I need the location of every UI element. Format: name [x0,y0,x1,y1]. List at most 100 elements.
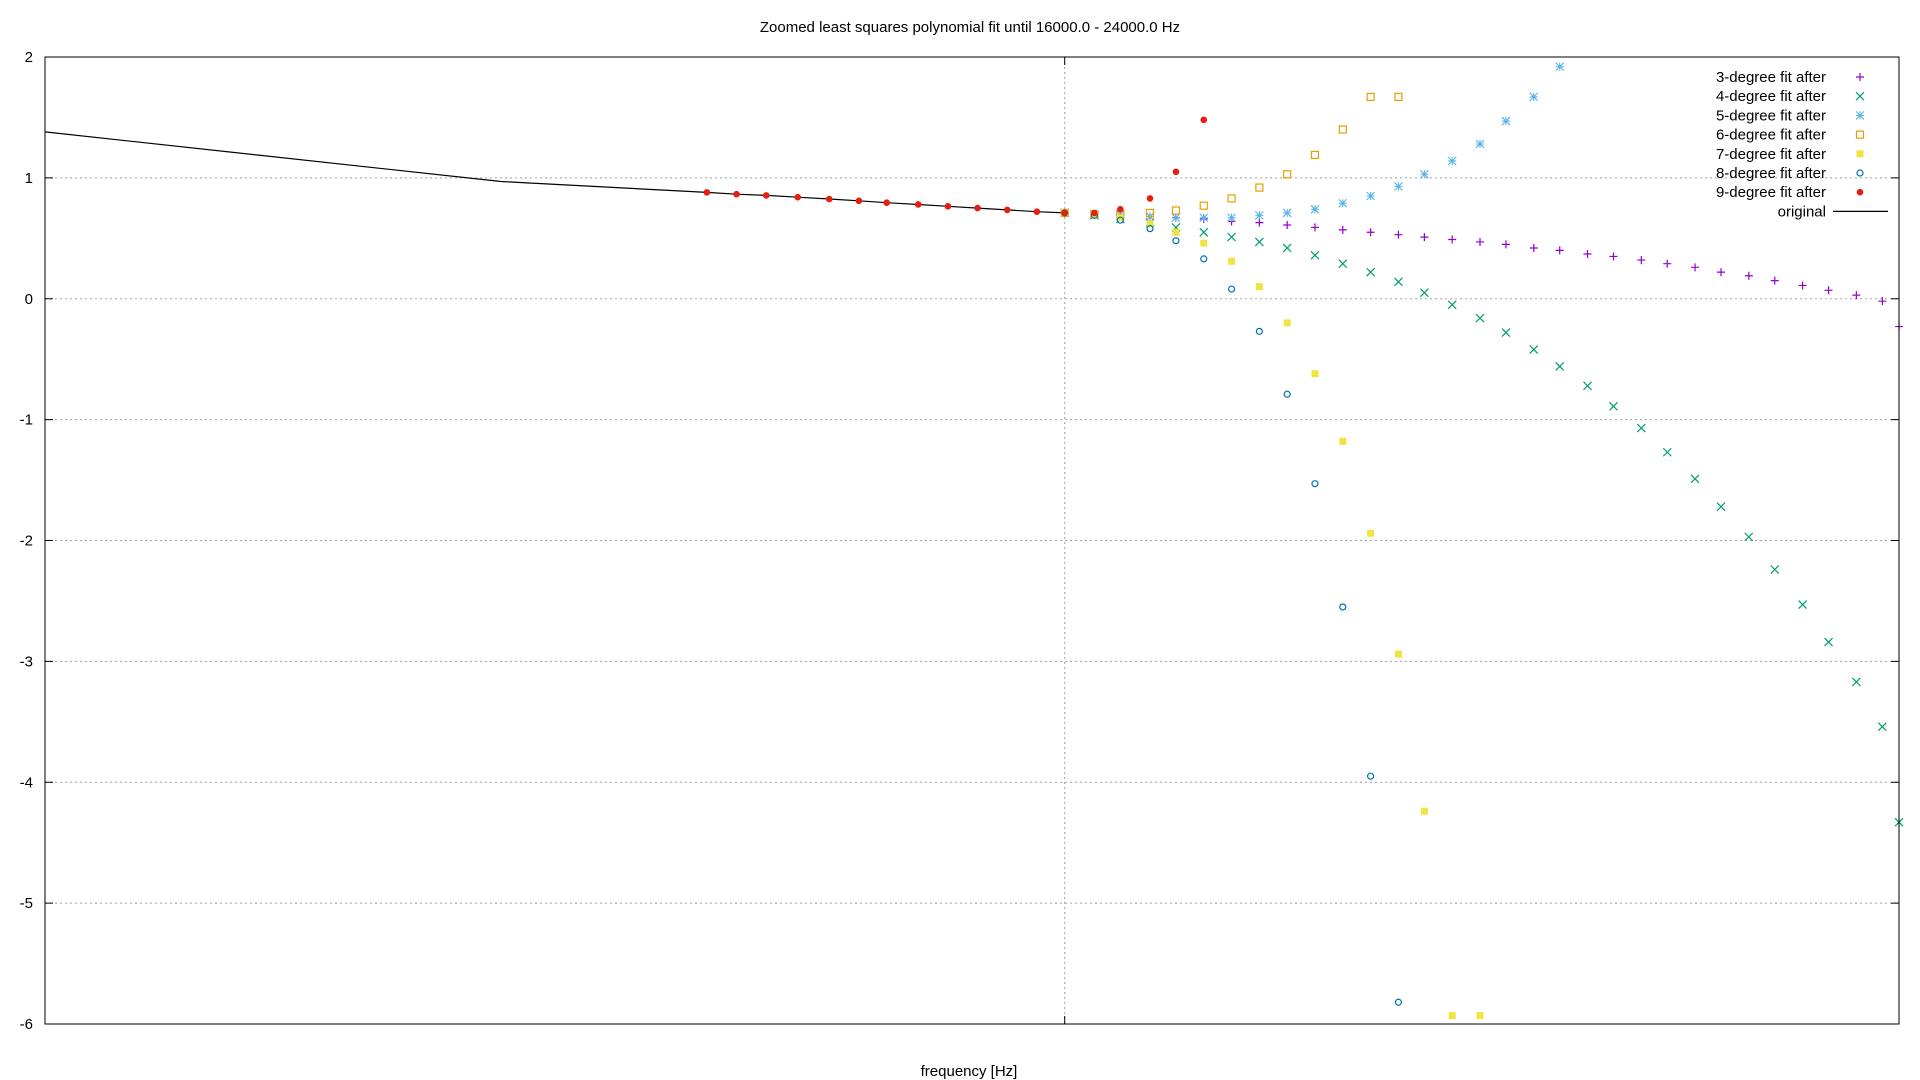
data-point [1448,1012,1456,1020]
data-point [1033,208,1041,216]
data-point [1310,223,1319,232]
data-point [1339,437,1347,445]
data-point [1227,285,1236,293]
data-point [1199,227,1209,237]
legend-symbol [1855,91,1865,101]
data-point [1476,237,1484,246]
data-point [794,193,802,201]
data-point [1824,637,1833,647]
data-point [1555,62,1565,72]
data-point [1255,183,1264,192]
data-point [1555,246,1564,255]
data-point [1367,772,1375,780]
series-9-degree [703,116,1208,217]
data-point [1878,297,1887,306]
data-point [1366,267,1376,277]
data-point [1311,370,1319,378]
data-point [944,202,952,210]
data-point [1283,319,1291,327]
legend-symbol [1856,188,1864,196]
data-point [1171,213,1181,223]
original-series [44,131,1065,214]
data-point [883,199,891,206]
data-point [1394,650,1402,658]
legend-label: original [1778,203,1826,220]
data-point [1146,220,1154,228]
legend-label: 8-degree fit after [1716,165,1826,182]
data-point [1311,480,1319,488]
y-tick-label: 1 [25,170,33,187]
points-layer [703,62,1904,1020]
data-point [1282,208,1292,218]
data-point [1172,168,1180,176]
data-point [1394,181,1403,191]
legend-label: 3-degree fit after [1716,69,1826,86]
data-point [1744,532,1754,542]
data-point [1255,283,1263,291]
data-point [1117,206,1124,213]
data-point [1199,213,1209,223]
series-3-degree [1060,208,1903,331]
data-point [1529,345,1539,354]
data-point [1447,156,1457,166]
legend-label: 5-degree fit after [1716,107,1826,124]
data-point [1583,381,1592,391]
legend-label: 4-degree fit after [1716,88,1826,105]
data-point [1146,195,1154,202]
data-point [1691,263,1700,272]
data-point [1338,225,1347,234]
data-point [1200,239,1208,247]
data-point [1091,209,1098,217]
data-point [1338,198,1348,208]
y-tick-label: 2 [25,49,33,66]
data-point [1255,218,1264,227]
data-point [1716,502,1726,512]
data-point [1448,235,1457,244]
data-point [1717,268,1726,277]
y-tick-label: -1 [20,412,33,429]
data-point [1394,92,1403,101]
data-point [1501,116,1511,126]
data-point [1061,209,1068,217]
data-point [1609,401,1618,411]
data-point [1228,257,1236,265]
y-tick-label: -2 [20,533,33,550]
data-point [1146,225,1154,233]
data-point [1852,291,1861,300]
chart-title: Zoomed least squares polynomial fit unti… [760,19,1180,36]
y-tick-label: -4 [20,774,33,791]
legend: 3-degree fit after 4-degree fit after 5-de… [1716,69,1888,220]
data-point [1199,201,1208,210]
data-point [974,204,981,212]
data-point [1877,722,1887,732]
data-point [1172,237,1180,245]
data-point [1419,169,1429,179]
data-point [1637,256,1646,265]
data-point [1824,286,1833,295]
y-tick-label: 0 [25,291,33,308]
grid-layer [45,57,1899,1024]
x-axis-label: frequency [Hz] [921,1063,1018,1080]
data-point [1283,221,1292,230]
data-point [855,197,863,205]
legend-label: 6-degree fit after [1716,127,1826,144]
data-point [914,201,922,208]
data-point [733,190,740,198]
data-point [1501,328,1511,338]
legend-symbol [1855,111,1865,120]
series-5-degree [1060,62,1565,223]
data-point [1227,213,1236,223]
data-point [1770,276,1779,285]
data-point [1798,281,1807,290]
data-point [1501,240,1510,249]
data-point [1690,474,1700,484]
original-line [44,131,1065,214]
data-point [1310,204,1320,214]
plot-frame [44,56,1900,1025]
data-point [1283,390,1291,398]
data-point [825,195,833,203]
data-point [1338,125,1347,134]
legend-symbol [1856,73,1864,81]
data-point [1770,565,1780,574]
